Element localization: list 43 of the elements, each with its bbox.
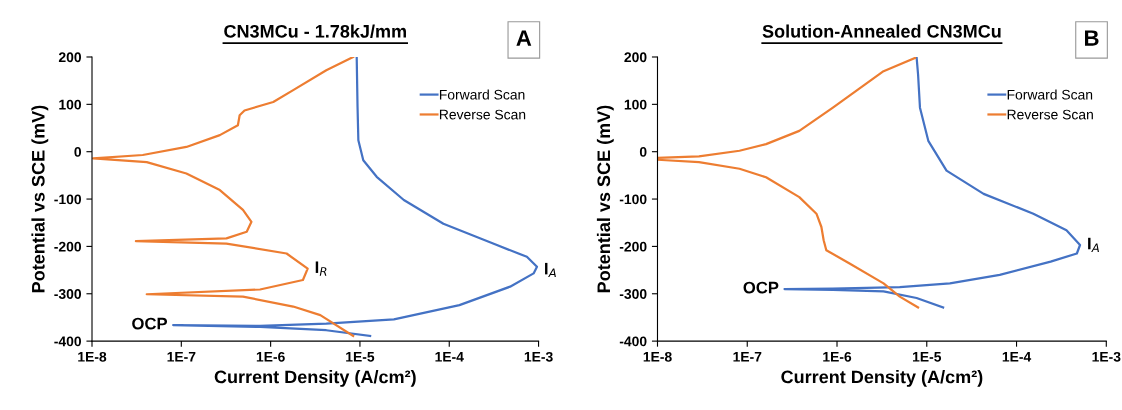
x-tick-label: 1E-4 (1002, 352, 1032, 362)
chart-title: CN3MCu - 1.78kJ/mm (224, 24, 406, 38)
text: A (516, 30, 532, 46)
legend-label: Reverse Scan (1007, 109, 1093, 120)
x-tick-label: 1E-8 (643, 351, 672, 362)
x-tick-label: 1E-4 (435, 352, 464, 362)
legend-label: Reverse Scan (439, 109, 526, 120)
x-tick-label: 1E-6 (823, 351, 852, 362)
y-tick-label: -300 (54, 289, 82, 299)
legend-label: Forward Scan (1007, 89, 1093, 100)
y-tick-label: -400 (619, 336, 647, 347)
x-tick-label: 1E-6 (256, 351, 285, 362)
y-tick-label: -400 (54, 336, 82, 347)
y-tick-label: -200 (619, 241, 647, 252)
annotation: OCP (743, 281, 779, 294)
annotation: I$_{R}$ (315, 261, 327, 276)
x-tick-label: 1E-7 (733, 352, 762, 362)
x-tick-label: 1E-5 (346, 352, 375, 362)
y-tick-label: 0 (74, 147, 82, 157)
y-tick-label: 0 (639, 147, 647, 157)
x-axis-title: Current Density (A/cm²) (214, 370, 416, 387)
y-tick-label: 100 (59, 99, 82, 110)
y-tick-label: -100 (619, 194, 647, 205)
y-axis-title: Potential vs SCE (mV) (31, 105, 49, 293)
y-tick-label: 200 (624, 52, 647, 63)
x-tick-label: 1E-8 (78, 351, 107, 362)
annotation: OCP (132, 317, 168, 330)
x-tick-label: 1E-3 (1092, 351, 1121, 362)
chart-title: Solution-Annealed CN3MCu (762, 24, 1001, 38)
y-tick-label: -200 (54, 241, 82, 252)
annotation: I$_{A}$ (545, 262, 556, 278)
x-axis-title: Current Density (A/cm²) (781, 370, 983, 387)
annotation: I$_{A}$ (1088, 237, 1099, 252)
text: B (1085, 30, 1099, 46)
y-axis-title: Potential vs SCE (mV) (596, 105, 614, 293)
y-tick-label: -100 (54, 194, 82, 205)
y-tick-label: 200 (58, 52, 82, 63)
x-tick-label: 1E-5 (912, 352, 942, 362)
x-tick-label: 1E-7 (167, 352, 196, 362)
y-tick-label: 100 (624, 99, 647, 110)
y-tick-label: -300 (619, 289, 647, 299)
x-tick-label: 1E-3 (524, 351, 553, 362)
legend-label: Forward Scan (439, 89, 525, 100)
